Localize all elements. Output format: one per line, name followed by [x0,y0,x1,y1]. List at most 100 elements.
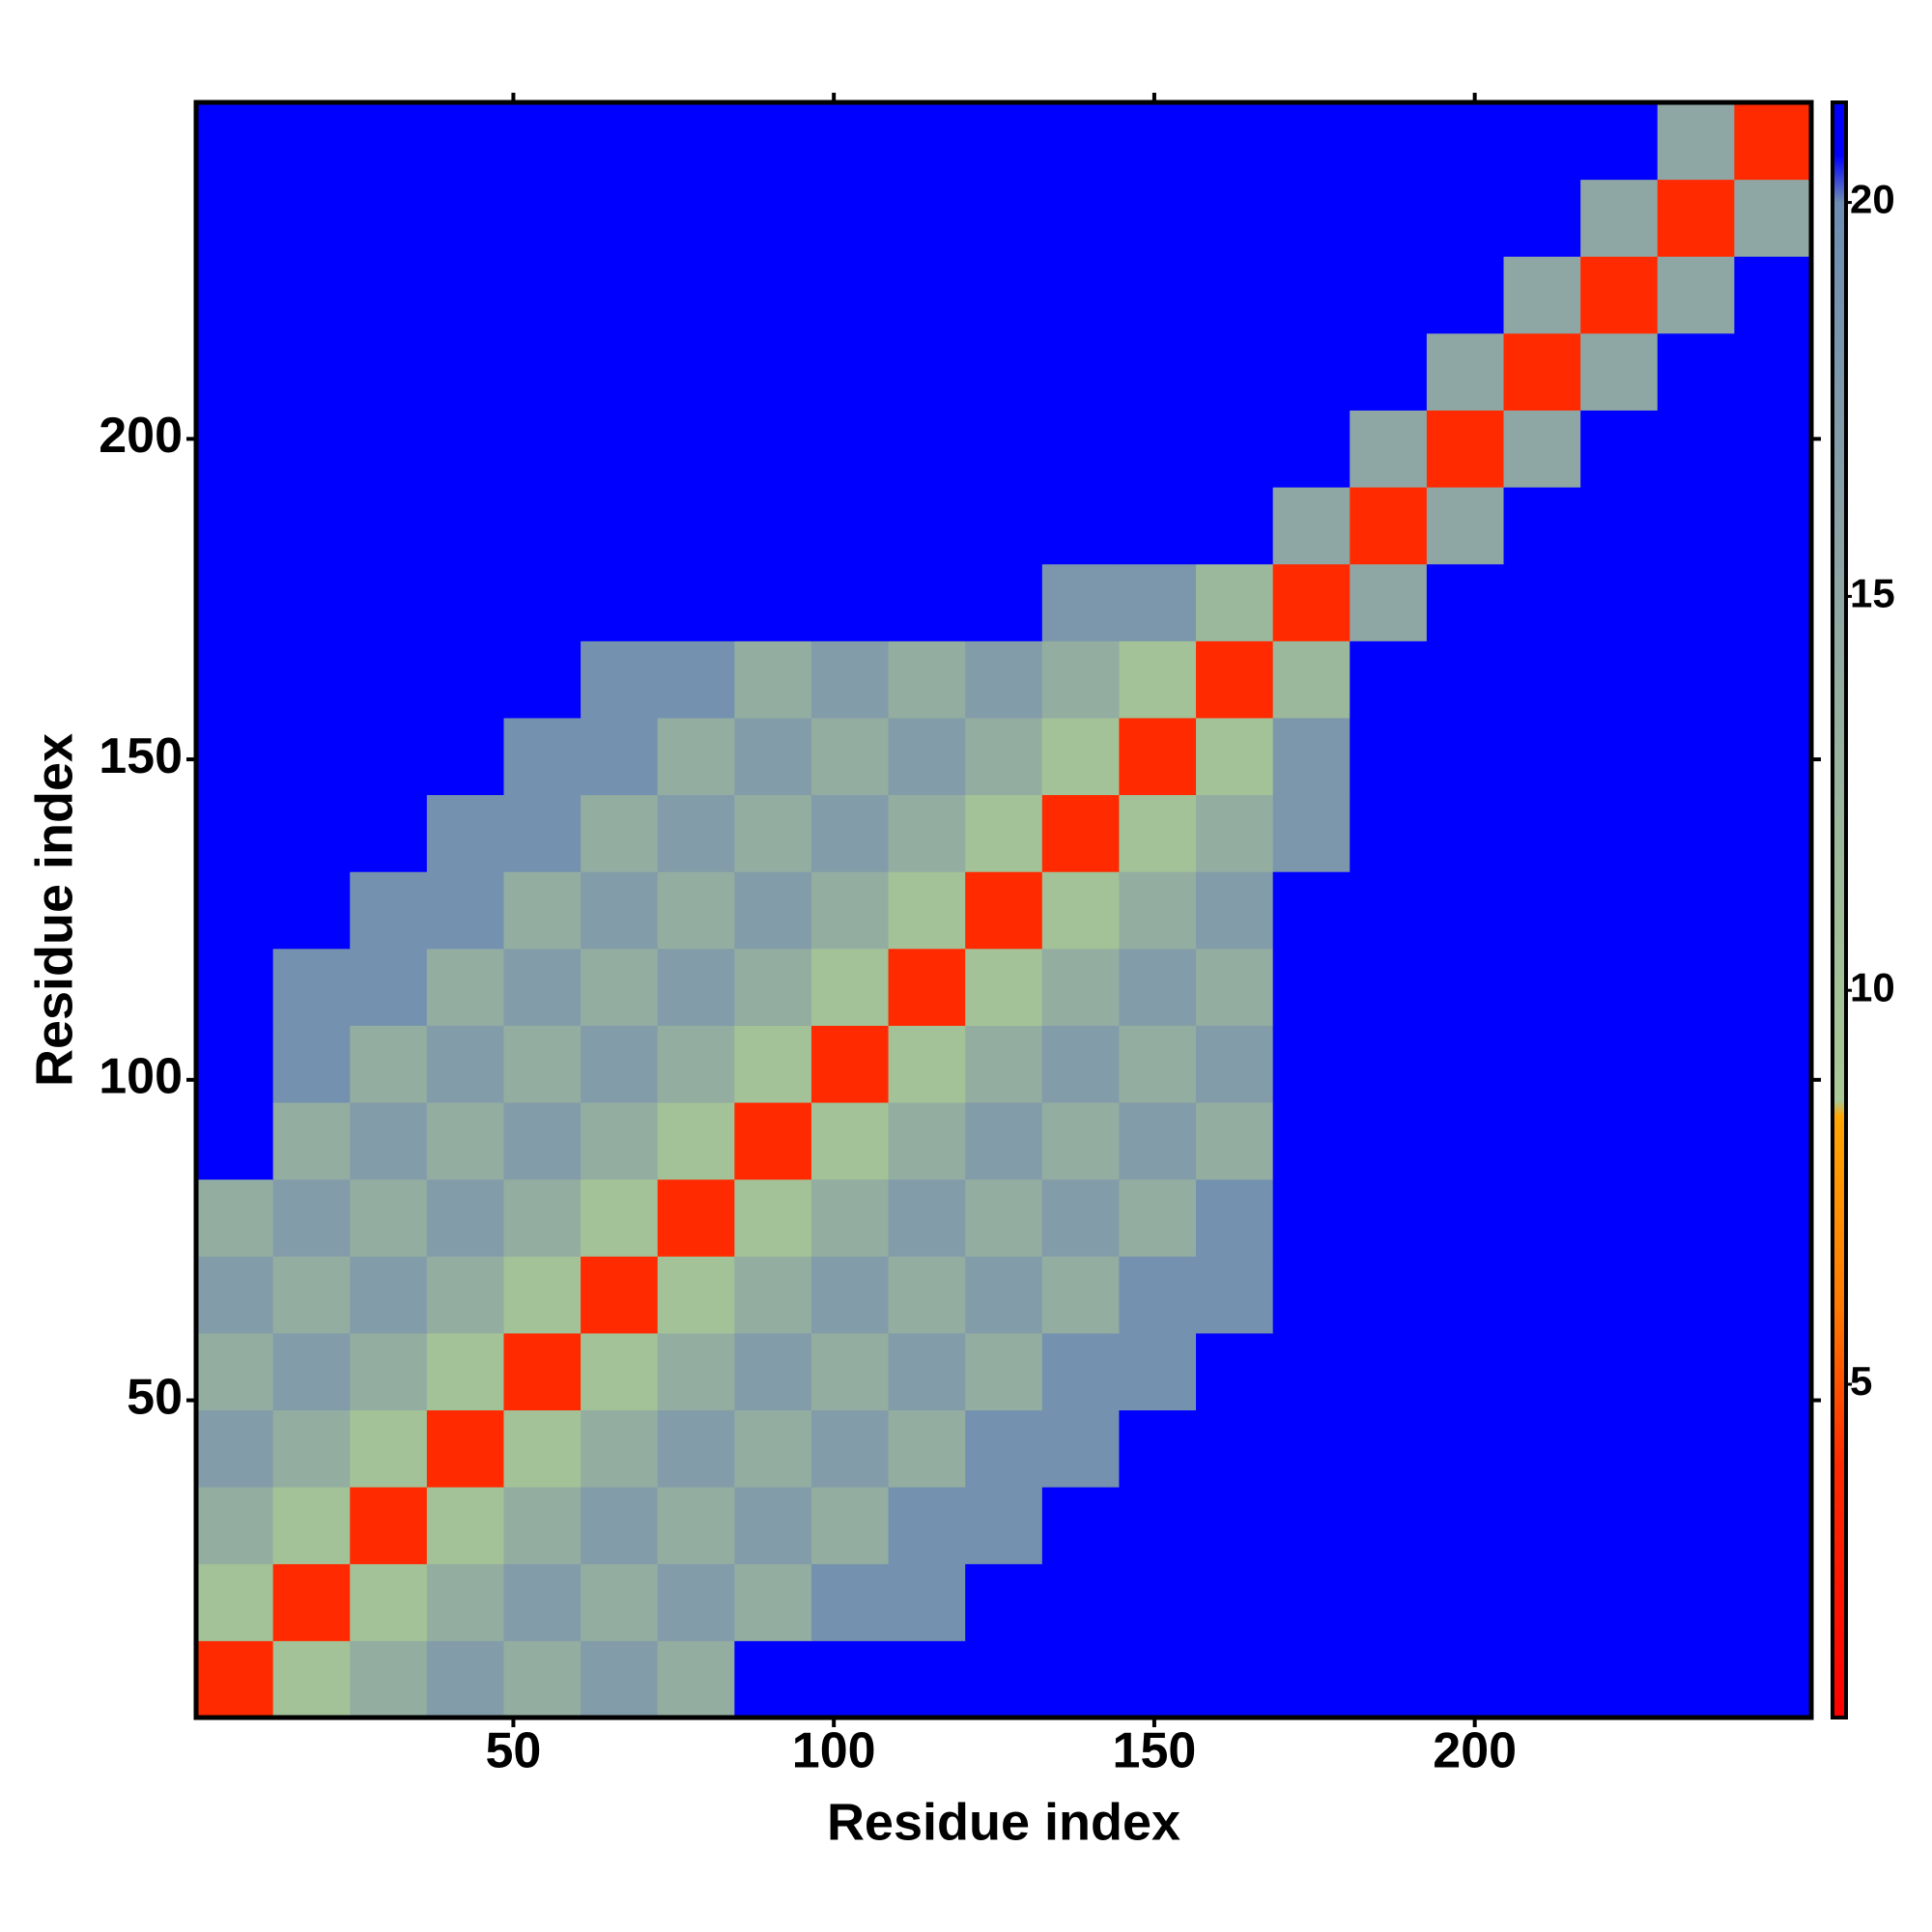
x-axis-title: Residue index [827,1793,1180,1851]
heatmap-cell [734,1025,812,1103]
heatmap-cell [1119,1256,1197,1334]
heatmap-cell [1041,256,1120,334]
heatmap-cell [1503,1487,1581,1565]
heatmap-cell [196,1563,274,1641]
heatmap-cell [965,563,1043,641]
heatmap-cell [196,1409,274,1488]
heatmap-cell [965,1179,1043,1257]
y-axis-title: Residue index [25,733,83,1087]
heatmap-cell [350,1179,428,1257]
heatmap-cell [888,563,966,641]
heatmap-cell [272,1102,351,1180]
heatmap-cell [1426,1487,1505,1565]
heatmap-cell [657,179,735,257]
heatmap-cell [350,1487,428,1565]
heatmap-cell [734,640,812,719]
heatmap-cell [1503,1256,1581,1334]
heatmap-cell [1426,410,1505,488]
heatmap-cell [1272,1332,1350,1411]
heatmap-cell [1734,948,1812,1026]
heatmap-cell [1580,1025,1659,1103]
heatmap-cell [581,179,659,257]
heatmap-cell [1503,410,1581,488]
heatmap-cell [888,1563,966,1641]
heatmap-cell [1041,1487,1120,1565]
heatmap-cell [1503,179,1581,257]
heatmap-cell [1119,948,1197,1026]
heatmap-cell [1734,1487,1812,1565]
y-tick-label: 50 [127,1369,183,1425]
heatmap-cell [1350,1332,1428,1411]
heatmap-cell [196,332,274,411]
heatmap-cell [272,179,351,257]
heatmap-cell [888,256,966,334]
heatmap-cell [581,256,659,334]
heatmap-cell [1580,487,1659,565]
heatmap-cell [1657,871,1735,950]
heatmap-cell [657,1102,735,1180]
heatmap-cell [1350,1640,1428,1719]
heatmap-cell [965,794,1043,872]
heatmap-cell [272,717,351,796]
heatmap-cell [1119,1102,1197,1180]
heatmap-cell [888,717,966,796]
heatmap-cell [581,871,659,950]
heatmap-cell [888,794,966,872]
heatmap-cell [350,1025,428,1103]
heatmap-cell [1426,1640,1505,1719]
heatmap-cell [272,102,351,181]
x-tick-label: 100 [792,1723,876,1779]
heatmap-cell [426,717,504,796]
heatmap-cell [734,1487,812,1565]
heatmap-cell [1041,410,1120,488]
heatmap-cell [1041,1332,1120,1411]
heatmap-cell [1119,563,1197,641]
heatmap-cell [1119,717,1197,796]
heatmap-cell [1503,640,1581,719]
heatmap-cell [965,1102,1043,1180]
heatmap-cell [196,794,274,872]
heatmap-cell [965,640,1043,719]
heatmap-cell [272,1179,351,1257]
heatmap-cell [581,640,659,719]
heatmap-cell [1503,1563,1581,1641]
heatmap-cell [888,1025,966,1103]
heatmap-cell [965,1025,1043,1103]
heatmap-cell [272,1256,351,1334]
heatmap-cell [581,1409,659,1488]
heatmap-cell [1580,256,1659,334]
heatmap-cell [1272,563,1350,641]
heatmap-cell [426,487,504,565]
heatmap-cell [810,1025,890,1103]
heatmap-cell [503,1332,582,1411]
heatmap-cell [965,1332,1043,1411]
heatmap-cell [1734,487,1812,565]
heatmap-cell [1657,256,1735,334]
heatmap-cell [1272,717,1350,796]
heatmap-cell [1196,1256,1274,1334]
heatmap-cell [1657,1640,1735,1719]
heatmap-cell [734,332,812,411]
heatmap-cell [888,410,966,488]
heatmap-cell [1196,871,1274,950]
heatmap-cell [657,794,735,872]
heatmap-cell [1350,640,1428,719]
heatmap-cell [888,1102,966,1180]
heatmap-cell [1426,1102,1505,1180]
heatmap-cell [1196,332,1274,411]
heatmap-cell [503,871,582,950]
heatmap-cell [272,871,351,950]
y-tick-label: 200 [99,408,183,464]
heatmap-cell [810,1256,890,1334]
heatmap-cell [888,487,966,565]
heatmap-cell [888,102,966,181]
heatmap-cell [196,563,274,641]
heatmap-cell [734,1563,812,1641]
heatmap-cell [1119,640,1197,719]
x-tick-label: 200 [1433,1723,1517,1779]
heatmap-cell [1350,332,1428,411]
heatmap-cell [503,179,582,257]
heatmap-cell [503,1256,582,1334]
heatmap-cell [1734,332,1812,411]
heatmap-cell [1272,1025,1350,1103]
